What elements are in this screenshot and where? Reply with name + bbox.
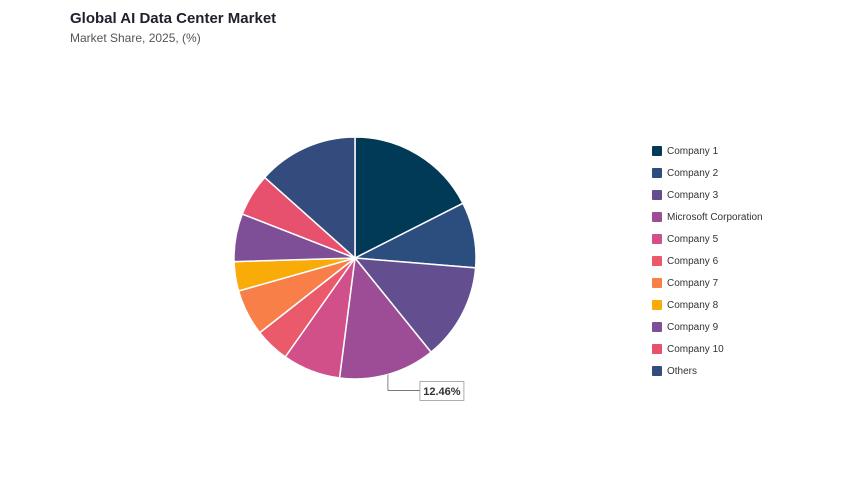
legend-swatch xyxy=(652,256,662,266)
legend-item-company-3[interactable]: Company 3 xyxy=(652,184,763,206)
legend-swatch xyxy=(652,344,662,354)
legend-label: Company 8 xyxy=(667,299,719,311)
legend-item-others[interactable]: Others xyxy=(652,360,763,382)
chart-title: Global AI Data Center Market xyxy=(70,10,277,27)
legend-swatch xyxy=(652,366,662,376)
chart-legend: Company 1 Company 2 Company 3 Microsoft Cor… xyxy=(652,140,763,382)
legend-item-company-5[interactable]: Company 5 xyxy=(652,228,763,250)
legend-label: Company 6 xyxy=(667,255,719,267)
legend-item-company-6[interactable]: Company 6 xyxy=(652,250,763,272)
legend-swatch xyxy=(652,278,662,288)
pie-slice-microsoft-corporation[interactable] xyxy=(338,256,433,380)
legend-item-company-10[interactable]: Company 10 xyxy=(652,338,763,360)
legend-swatch xyxy=(652,168,662,178)
legend-swatch xyxy=(652,322,662,332)
legend-item-company-9[interactable]: Company 9 xyxy=(652,316,763,338)
legend-swatch xyxy=(652,190,662,200)
pie-slice-company-3[interactable] xyxy=(353,257,477,354)
data-label-microsoft-corporation: 12.46% xyxy=(423,386,461,398)
legend-item-company-8[interactable]: Company 8 xyxy=(652,294,763,316)
legend-swatch xyxy=(652,212,662,222)
legend-label: Company 1 xyxy=(667,145,719,157)
legend-label: Company 7 xyxy=(667,277,719,289)
legend-label: Company 2 xyxy=(667,167,719,179)
legend-swatch xyxy=(652,234,662,244)
legend-label: Others xyxy=(667,365,698,377)
legend-item-company-1[interactable]: Company 1 xyxy=(652,140,763,162)
legend-item-microsoft-corporation[interactable]: Microsoft Corporation xyxy=(652,206,763,228)
legend-label: Microsoft Corporation xyxy=(667,211,763,223)
legend-label: Company 3 xyxy=(667,189,719,201)
legend-label: Company 9 xyxy=(667,321,719,333)
legend-item-company-7[interactable]: Company 7 xyxy=(652,272,763,294)
legend-label: Company 10 xyxy=(667,343,724,355)
pie-slice-others[interactable] xyxy=(263,136,356,260)
legend-item-company-2[interactable]: Company 2 xyxy=(652,162,763,184)
data-label-box xyxy=(419,381,465,401)
legend-swatch xyxy=(652,146,662,156)
pie-slice-company-1[interactable] xyxy=(354,136,464,260)
data-label-leader-line xyxy=(387,374,420,391)
chart-subtitle: Market Share, 2025, (%) xyxy=(70,31,201,45)
legend-swatch xyxy=(652,300,662,310)
legend-label: Company 5 xyxy=(667,233,719,245)
